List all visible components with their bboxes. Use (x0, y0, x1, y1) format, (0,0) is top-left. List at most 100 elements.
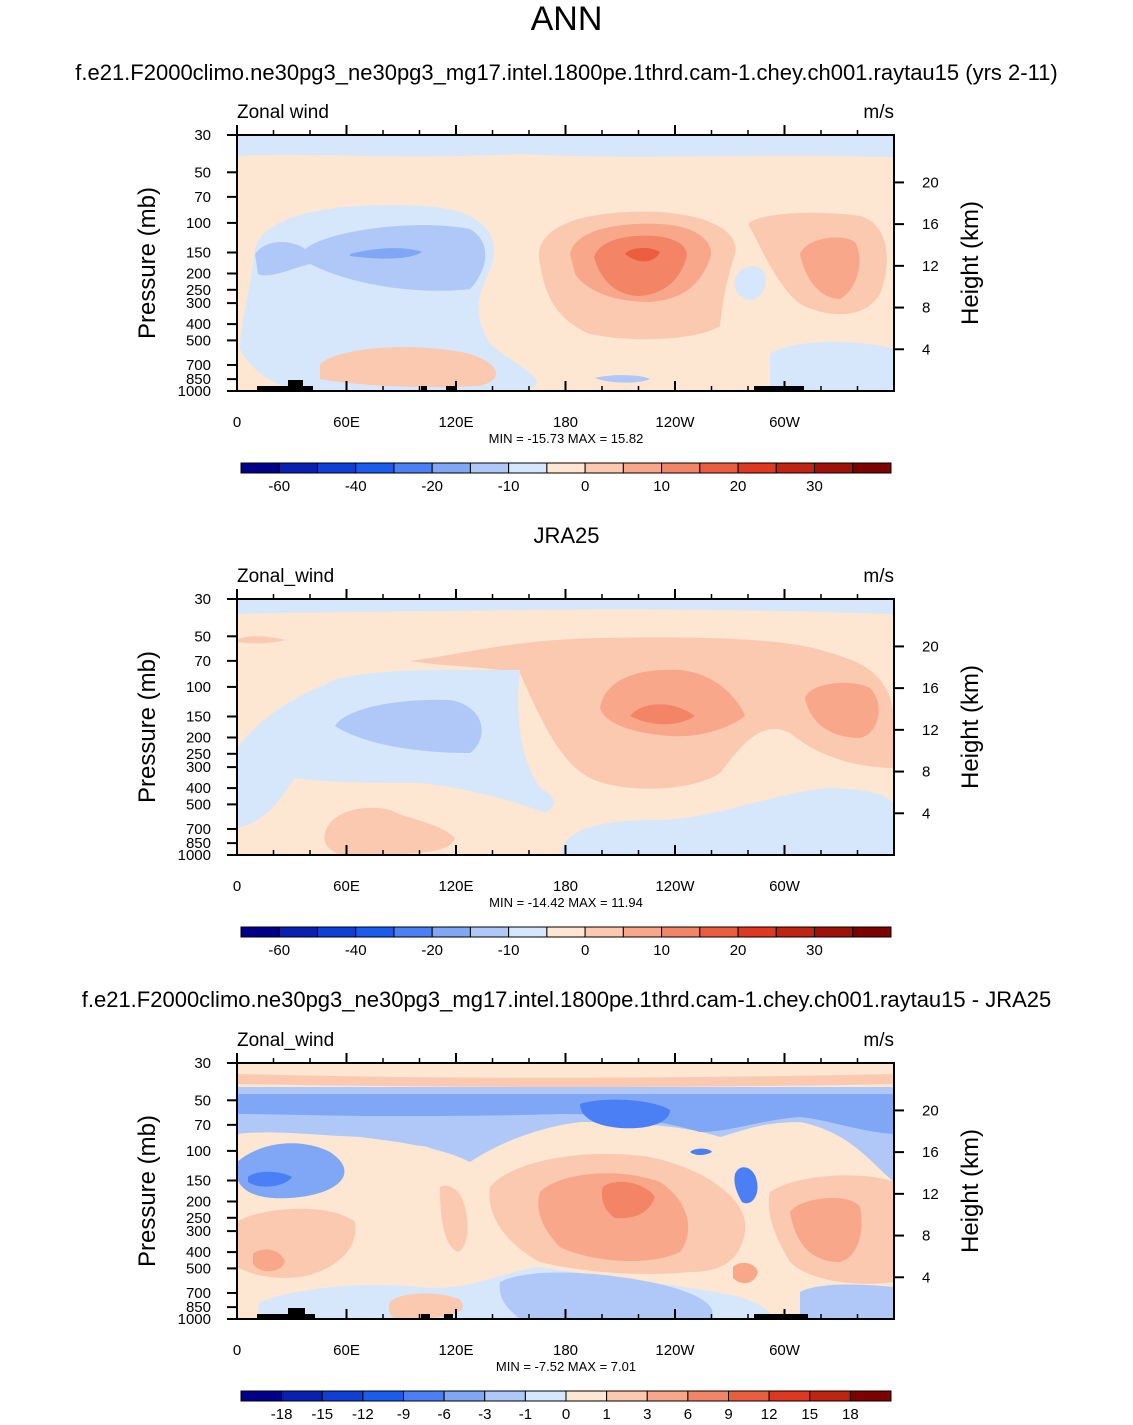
colorbar-box (768, 1390, 811, 1402)
y-tick-label: 70 (194, 653, 211, 670)
y-tick-label: 100 (186, 1143, 211, 1160)
x-tick-label: 180 (553, 878, 578, 895)
y-tick-label: 400 (186, 780, 211, 797)
panel-2-axes: Zonal_wind m/s0 60E 120E 180 120W 60W305070100… (134, 566, 984, 959)
contour-upper-pos (237, 1074, 894, 1087)
panel-3-axes: Zonal_wind m/s0 60E 120E 180 120W 60W305070100… (134, 1030, 984, 1423)
colorbar-box (362, 1390, 404, 1402)
colorbar-box (393, 926, 433, 938)
contour-easterly-west (237, 669, 554, 828)
colorbar-label: 12 (761, 1406, 778, 1423)
colorbar-box (431, 926, 471, 938)
contour-westerly-180-max (601, 1181, 655, 1219)
y-right-tick-label: 8 (922, 764, 930, 781)
colorbar-label: -60 (268, 478, 290, 495)
colorbar-label: 18 (842, 1406, 859, 1423)
panel-1-field (237, 135, 894, 391)
topography (257, 380, 313, 391)
x-tick-label: 0 (233, 878, 241, 895)
colorbar-label: -9 (397, 1406, 410, 1423)
colorbar-label: 6 (684, 1406, 692, 1423)
colorbar-box (775, 462, 816, 474)
colorbar-box (646, 1390, 689, 1402)
colorbar-box (606, 1390, 648, 1402)
y-tick-label: 400 (186, 316, 211, 333)
colorbar-box (278, 462, 318, 474)
colorbar-box (622, 462, 663, 474)
colorbar-label: 1 (602, 1406, 610, 1423)
y-axis-label-right: Height (km) (957, 1129, 984, 1253)
y-tick-label: 300 (186, 295, 211, 312)
left-string: Zonal_wind (237, 566, 334, 587)
panel-1-title: f.e21.F2000climo.ne30pg3_ne30pg3_mg17.in… (75, 60, 1058, 85)
x-tick-label: 60W (769, 1342, 801, 1359)
y-right-tick-label: 20 (922, 638, 939, 655)
y-tick-label: 300 (186, 759, 211, 776)
colorbar-box (443, 1390, 486, 1402)
contour-small-westerly-2 (733, 1262, 758, 1284)
contour-westerly-180-inner (594, 235, 687, 296)
colorbar-box (546, 462, 586, 474)
x-tick-label: 60E (333, 878, 360, 895)
contour-westpac-max (248, 1171, 292, 1187)
y-right-tick-label: 8 (922, 300, 930, 317)
y-tick-label: 500 (186, 1260, 211, 1277)
y-tick-label: 50 (194, 628, 211, 645)
y-tick-label: 400 (186, 1244, 211, 1261)
contour-westerly-60w-inner (800, 237, 860, 299)
y-tick-label: 30 (194, 127, 211, 144)
colorbar-label: -12 (352, 1406, 374, 1423)
colorbar-label: 20 (730, 478, 747, 495)
colorbar-box (775, 926, 816, 938)
colorbar-box (737, 462, 777, 474)
contour-surface-easterly (560, 788, 894, 855)
colorbar-box (316, 462, 357, 474)
contour-easterly-max (350, 248, 422, 259)
y-tick-label: 1000 (178, 847, 211, 864)
y-right-tick-label: 4 (922, 1269, 930, 1286)
y-tick-label: 150 (186, 244, 211, 261)
y-right-tick-label: 20 (922, 174, 939, 191)
y-axis-label: Pressure (mb) (134, 651, 161, 803)
colorbar-box (469, 462, 510, 474)
contour-surface-westerly (324, 807, 455, 855)
y-right-tick-label: 16 (922, 216, 939, 233)
colorbar-box (484, 1390, 526, 1402)
x-tick-label: 60E (333, 1342, 360, 1359)
colorbar-label: -1 (519, 1406, 532, 1423)
panel-1-axes: Zonal wind m/s0 60E 120E 180 120W 60W305070100… (134, 102, 984, 495)
y-right-tick-label: 4 (922, 805, 930, 822)
colorbar-box (737, 926, 777, 938)
colorbar-box (584, 462, 624, 474)
colorbar-label: 20 (730, 942, 747, 959)
colorbar-box (240, 1390, 283, 1402)
colorbar-box (814, 926, 854, 938)
colorbar-box (508, 462, 548, 474)
y-tick-label: 200 (186, 1194, 211, 1211)
x-tick-label: 120W (655, 1342, 695, 1359)
colorbar-box (699, 462, 739, 474)
colorbar-box (814, 462, 854, 474)
x-tick-label: 120E (438, 878, 473, 895)
colorbar-label: 30 (806, 478, 823, 495)
x-tick-label: 60W (769, 878, 801, 895)
colorbar-label: 10 (653, 942, 670, 959)
colorbar-box (431, 462, 471, 474)
colorbar-box (565, 1390, 608, 1402)
colorbar-box (687, 1390, 729, 1402)
panel-3-field (237, 1063, 894, 1319)
colorbar-label: -3 (478, 1406, 491, 1423)
colorbar-label: 0 (581, 942, 589, 959)
y-tick-label: 50 (194, 1092, 211, 1109)
y-tick-label: 150 (186, 1172, 211, 1189)
colorbar-label: -40 (345, 478, 367, 495)
colorbar-box (852, 462, 892, 474)
y-tick-label: 30 (194, 1055, 211, 1072)
y-right-tick-label: 8 (922, 1228, 930, 1245)
colorbar-label: 0 (562, 1406, 570, 1423)
colorbar-label: 10 (653, 478, 670, 495)
contour-easterly-max (580, 1099, 670, 1129)
y-axis-label: Pressure (mb) (134, 1115, 161, 1267)
y-axis-label: Pressure (mb) (134, 187, 161, 339)
colorbar-box (316, 926, 357, 938)
